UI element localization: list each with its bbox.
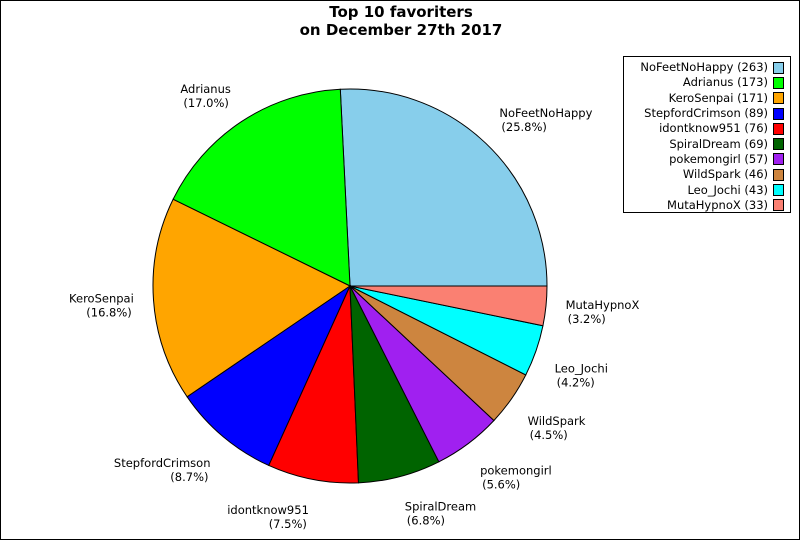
legend-entry-leo-jochi: Leo_Jochi (43): [624, 182, 790, 197]
legend-swatch: [773, 107, 784, 120]
legend-label: SpiralDream (69): [669, 136, 768, 151]
pie-slice-stepfordcrimson: [186, 284, 352, 467]
slice-label-stepfordcrimson: StepfordCrimson (8.7%): [114, 456, 211, 484]
slice-label-leo-jochi: Leo_Jochi (4.2%): [555, 361, 608, 389]
legend-entry-wildspark: WildSpark (46): [624, 167, 790, 182]
slice-label-wildspark: WildSpark (4.5%): [528, 414, 586, 442]
legend-entry-kerosenpai: KeroSenpai (171): [624, 91, 790, 106]
legend-label: StepfordCrimson (89): [644, 106, 768, 121]
legend-swatch: [773, 199, 784, 212]
legend-swatch: [773, 76, 784, 89]
legend-entry-mutahypnox: MutaHypnoX (33): [624, 198, 790, 213]
legend-entry-idontknow951: idontknow951 (76): [624, 121, 790, 136]
slice-label-mutahypnox: MutaHypnoX (3.2%): [566, 298, 640, 326]
legend-label: MutaHypnoX (33): [667, 197, 768, 212]
legend-entry-pokemongirl: pokemongirl (57): [624, 152, 790, 167]
legend-swatch: [773, 61, 784, 74]
legend-swatch: [773, 92, 784, 105]
chart-title-line-1: Top 10 favoriters: [329, 3, 473, 21]
legend-label: KeroSenpai (171): [668, 90, 768, 105]
slice-label-spiraldream: SpiralDream (6.8%): [405, 500, 476, 528]
pie-slice-kerosenpai: [152, 198, 351, 398]
legend-swatch: [773, 138, 784, 151]
legend-entry-adrianus: Adrianus (173): [624, 75, 790, 90]
pie-slice-mutahypnox: [349, 285, 548, 327]
pie-slice-nofeetnohappy: [339, 88, 548, 287]
slice-label-kerosenpai: KeroSenpai (16.8%): [69, 291, 134, 319]
legend-label: Adrianus (173): [682, 75, 768, 90]
legend-swatch: [773, 168, 784, 181]
legend: NoFeetNoHappy (263) Adrianus (173) KeroSen…: [623, 56, 791, 213]
pie-slice-adrianus: [172, 88, 351, 287]
slice-label-nofeetnohappy: NoFeetNoHappy (25.8%): [499, 106, 592, 134]
legend-label: WildSpark (46): [682, 167, 768, 182]
legend-swatch: [773, 122, 784, 135]
slice-label-idontknow951: idontknow951 (7.5%): [227, 503, 309, 531]
legend-label: Leo_Jochi (43): [687, 182, 768, 197]
legend-entry-spiraldream: SpiralDream (69): [624, 136, 790, 151]
legend-swatch: [773, 184, 784, 197]
legend-label: NoFeetNoHappy (263): [640, 60, 768, 75]
pie-labels: NoFeetNoHappy (25.8%) Adrianus (17.0%) KeroS…: [69, 82, 639, 531]
chart-title: Top 10 favoriters on December 27th 2017: [1, 3, 800, 39]
slice-label-pokemongirl: pokemongirl (5.6%): [480, 463, 552, 491]
legend-swatch: [773, 153, 784, 166]
legend-entry-stepfordcrimson: StepfordCrimson (89): [624, 106, 790, 121]
legend-entry-nofeetnohappy: NoFeetNoHappy (263): [624, 60, 790, 75]
chart-title-line-2: on December 27th 2017: [299, 21, 503, 39]
slice-label-adrianus: Adrianus (17.0%): [180, 82, 231, 110]
pie-slices: [152, 88, 548, 484]
legend-label: pokemongirl (57): [669, 151, 768, 166]
legend-label: idontknow951 (76): [659, 121, 768, 136]
